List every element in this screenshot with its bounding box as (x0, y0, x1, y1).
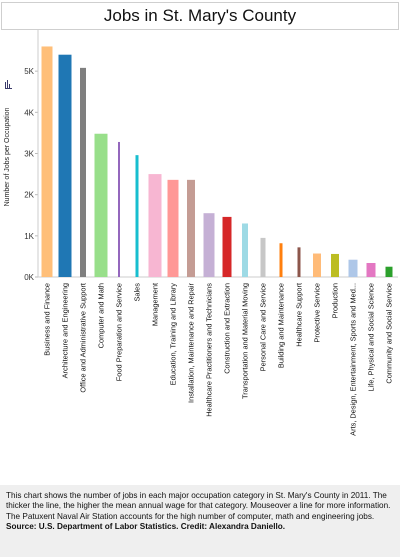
x-tick-label: Production (331, 283, 340, 318)
chart-area: Number of Jobs per Occupation 0K 1K 2K 3K 4K 5… (0, 30, 400, 485)
bar[interactable] (41, 46, 53, 277)
x-tick-label: Office and Administrative Support (79, 283, 88, 393)
x-tick-label: Transportation and Material Moving (241, 283, 250, 399)
x-tick-label: Protective Service (313, 283, 322, 343)
bar[interactable] (297, 247, 301, 277)
bar[interactable] (260, 237, 266, 277)
bar[interactable] (348, 259, 358, 277)
sort-icon[interactable] (5, 80, 12, 89)
x-tick-label: Community and Social Service (385, 283, 394, 384)
y-tick-label: 4K (24, 108, 34, 117)
bar[interactable] (148, 174, 162, 277)
chart-caption: This chart shows the number of jobs in e… (0, 485, 400, 557)
bar[interactable] (135, 155, 139, 277)
bar[interactable] (167, 179, 179, 277)
x-tick-label: Business and Finance (43, 283, 52, 356)
x-axis-labels: Business and Finance Architecture and Eng… (43, 282, 394, 435)
bar[interactable] (331, 253, 339, 277)
x-tick-label: Installation, Maintenance and Repair (187, 282, 196, 403)
bars-group (41, 46, 393, 278)
x-tick-label: Architecture and Engineering (61, 283, 70, 378)
y-tick-label: 0K (24, 273, 34, 282)
bar[interactable] (94, 133, 108, 277)
bar[interactable] (203, 213, 215, 277)
y-tick-label: 5K (24, 67, 34, 76)
y-axis-label: Number of Jobs per Occupation (4, 107, 11, 206)
bar[interactable] (222, 216, 232, 277)
x-tick-label: Education, Training and Library (169, 283, 178, 386)
chart-title-bar: Jobs in St. Mary's County (1, 2, 399, 30)
x-tick-label: Management (151, 283, 160, 326)
bar[interactable] (385, 266, 393, 277)
bar[interactable] (242, 223, 248, 277)
bar[interactable] (313, 253, 321, 277)
bar[interactable] (80, 67, 86, 277)
bar[interactable] (366, 263, 376, 277)
bar[interactable] (118, 141, 120, 277)
y-tick-label: 2K (24, 191, 34, 200)
caption-text: This chart shows the number of jobs in e… (6, 491, 391, 521)
chart-title: Jobs in St. Mary's County (103, 6, 297, 25)
bar[interactable] (187, 179, 195, 277)
x-tick-label: Sales (133, 283, 142, 302)
x-tick-label: Healthcare Practitioners and Technicians (205, 283, 214, 417)
x-tick-label: Food Preparation and Service (115, 283, 124, 381)
x-tick-label: Healthcare Support (295, 283, 304, 347)
bar-chart: Number of Jobs per Occupation 0K 1K 2K 3K 4K 5… (4, 30, 398, 436)
x-tick-label: Construction and Extraction (223, 283, 232, 374)
y-tick-label: 1K (24, 232, 34, 241)
y-tick-label: 3K (24, 150, 34, 159)
x-tick-label: Building and Maintenance (277, 283, 286, 368)
x-tick-label: Life, Physical and Social Science (367, 283, 376, 391)
bar[interactable] (279, 243, 283, 277)
x-tick-label: Arts, Design, Entertainment, Sports and … (349, 283, 358, 436)
x-tick-label: Personal Care and Service (259, 283, 268, 371)
bar[interactable] (58, 54, 72, 278)
caption-source: Source: U.S. Department of Labor Statist… (6, 522, 286, 532)
x-tick-label: Computer and Math (97, 283, 106, 348)
